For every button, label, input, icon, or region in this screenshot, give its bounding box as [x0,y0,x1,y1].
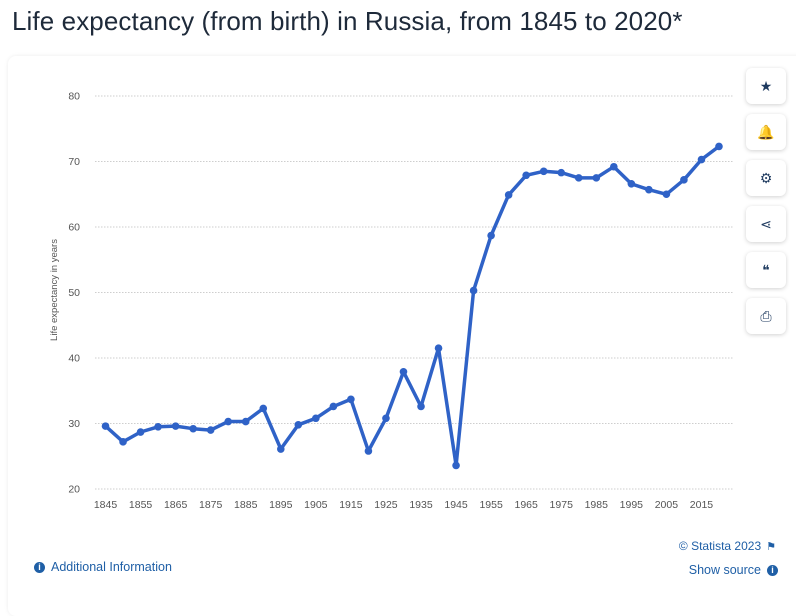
y-tick-label: 50 [68,287,80,299]
star-icon: ★ [759,77,773,94]
data-point[interactable] [574,174,583,182]
data-point[interactable] [241,417,250,426]
x-tick-label: 1985 [585,499,609,511]
data-point[interactable] [680,176,688,184]
additional-information-link[interactable]: i Additional Information [34,560,172,574]
print-button[interactable]: ⎙ [746,298,786,334]
data-point[interactable] [645,185,653,194]
x-tick-label: 1915 [339,499,363,511]
data-point[interactable] [101,422,110,430]
x-tick-label: 2015 [690,499,714,511]
data-point[interactable] [487,231,495,240]
bell-icon: 🔔 [757,123,775,140]
x-tick-label: 1865 [164,499,188,511]
data-point[interactable] [136,428,145,436]
y-tick-label: 60 [68,222,80,234]
show-source-link[interactable]: Show source i [689,563,778,577]
x-tick-label: 1965 [514,499,538,511]
data-point[interactable] [276,445,285,453]
y-axis-label: Life expectancy in years [49,239,60,341]
data-point[interactable] [189,424,197,433]
data-point[interactable] [610,162,618,171]
x-tick-label: 1925 [374,499,398,511]
data-point[interactable] [224,417,233,426]
data-point[interactable] [382,414,390,423]
data-point[interactable] [662,190,671,199]
series-line [103,144,721,468]
show-source-label: Show source [688,563,761,577]
gear-icon: ⚙ [759,169,773,186]
x-tick-label: 1955 [479,499,503,511]
data-point[interactable] [206,426,215,434]
x-tick-label: 1905 [304,499,328,511]
data-point[interactable] [469,286,478,295]
data-point[interactable] [399,367,408,376]
bell-button[interactable]: 🔔 [746,114,786,150]
data-point[interactable] [557,168,566,177]
data-point[interactable] [715,142,723,151]
y-tick-label: 70 [68,156,80,168]
page-title: Life expectancy (from birth) in Russia, … [12,6,683,36]
x-tick-label: 1995 [620,499,644,511]
data-point[interactable] [347,395,355,404]
flag-icon: ⚑ [766,540,776,553]
data-point[interactable] [452,461,460,470]
info-icon: i [767,564,778,576]
share-icon: ⋖ [760,215,772,232]
x-tick-label: 2005 [655,499,679,511]
x-tick-label: 1975 [550,499,574,511]
y-tick-label: 40 [68,353,80,365]
quote-button[interactable]: ❝ [746,252,786,288]
quote-icon: ❝ [762,261,770,278]
x-tick-label: 1885 [234,499,258,511]
x-tick-label: 1855 [129,499,153,511]
data-point[interactable] [697,155,706,164]
data-point[interactable] [539,167,548,176]
y-tick-label: 80 [68,91,80,103]
data-point[interactable] [627,179,636,188]
x-tick-label: 1945 [444,499,468,511]
data-point[interactable] [294,421,303,429]
star-button[interactable]: ★ [746,68,786,104]
data-point[interactable] [119,438,127,446]
data-point[interactable] [154,422,162,431]
data-point[interactable] [592,174,601,182]
data-point[interactable] [522,171,530,180]
chart: 20 30 40 50 60 70 80 1845 1855 1865 1875 1885 1895 1… [49,91,733,511]
data-point[interactable] [259,404,268,413]
x-tick-label: 1845 [94,499,118,511]
data-point[interactable] [364,447,373,455]
chart-toolbar: ★ 🔔 ⚙ ⋖ ❝ ⎙ [746,68,792,334]
data-point[interactable] [504,191,513,199]
statista-credit[interactable]: © Statista 2023 ⚑ [679,539,776,553]
additional-information-label: Additional Information [51,560,172,574]
print-icon: ⎙ [760,307,772,324]
y-tick-label: 20 [68,484,80,496]
x-tick-label: 1875 [199,499,223,511]
x-tick-label: 1935 [409,499,433,511]
credit-text: © Statista 2023 [678,539,762,553]
share-button[interactable]: ⋖ [746,206,786,242]
data-point[interactable] [434,344,443,352]
gear-button[interactable]: ⚙ [746,160,786,196]
x-tick-label: 1895 [269,499,293,511]
data-point[interactable] [171,422,180,430]
data-point[interactable] [329,402,338,411]
info-icon: i [34,561,45,573]
y-tick-label: 30 [68,418,80,430]
data-point[interactable] [312,414,320,423]
data-point[interactable] [417,402,425,411]
